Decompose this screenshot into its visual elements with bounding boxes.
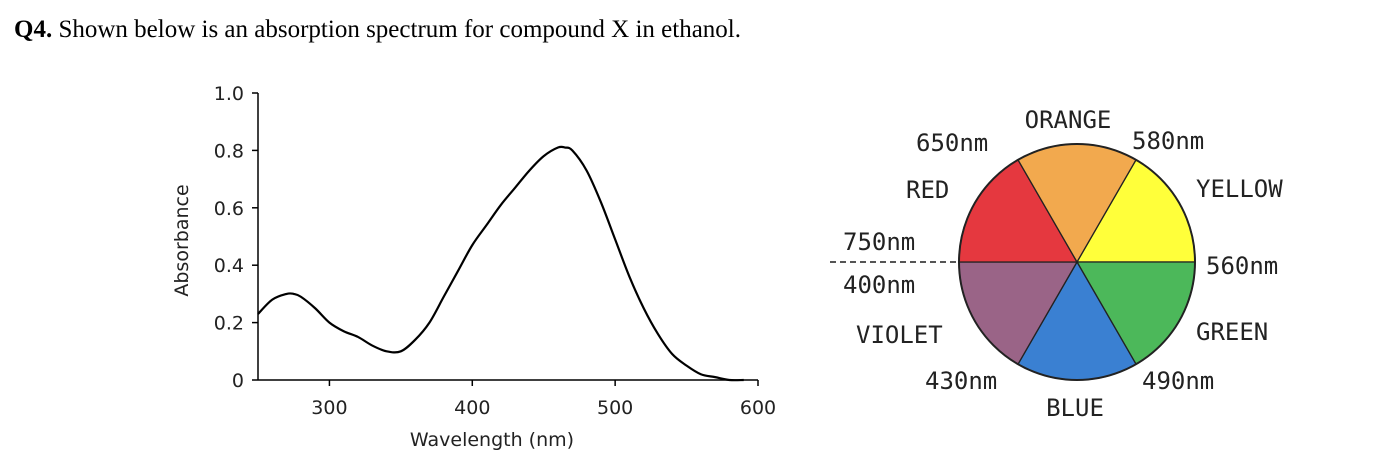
y-tick-label: 0.8 <box>214 140 244 162</box>
x-tick-label: 300 <box>311 397 347 419</box>
wheel-slice-green <box>1075 261 1196 366</box>
wavelength-label: 490nm <box>1142 367 1214 395</box>
y-axis-title: Absorbance <box>171 184 193 296</box>
y-tick-label: 0.4 <box>214 255 244 277</box>
y-tick-label: 0.6 <box>214 198 244 220</box>
color-label-blue: BLUE <box>1046 394 1104 422</box>
wheel-slice-orange <box>1017 143 1137 264</box>
wheel-slice-red <box>958 158 1079 263</box>
wavelength-label: 750nm <box>843 228 915 256</box>
wheel-outline <box>958 143 1196 381</box>
wheel-slice-yellow <box>1075 158 1196 263</box>
x-tick-label: 400 <box>454 397 490 419</box>
color-label-orange: ORANGE <box>1025 106 1112 134</box>
y-tick-label: 0.2 <box>214 313 244 335</box>
wheel-slice-violet <box>958 261 1079 366</box>
absorption-spectrum-chart: 0 0.2 0.4 0.6 0.8 1.0 300 400 500 600 Wavelength (… <box>171 83 776 451</box>
x-tick-label: 500 <box>597 397 633 419</box>
color-label-yellow: YELLOW <box>1196 175 1283 203</box>
wavelength-label: 400nm <box>843 271 915 299</box>
color-label-green: GREEN <box>1196 318 1268 346</box>
question-text: Q4. Shown below is an absorption spectru… <box>14 16 741 44</box>
wavelength-label: 430nm <box>925 367 997 395</box>
wavelength-label: 560nm <box>1206 252 1278 280</box>
wavelength-label: 580nm <box>1132 127 1204 155</box>
x-axis-title: Wavelength (nm) <box>410 429 574 451</box>
color-label-violet: VIOLET <box>856 321 943 349</box>
question-body: Shown below is an absorption spectrum fo… <box>58 16 741 43</box>
y-tick-label: 0 <box>232 370 244 392</box>
color-label-red: RED <box>906 176 949 204</box>
question-number: Q4. <box>14 16 53 43</box>
y-tick-label: 1.0 <box>214 83 244 105</box>
x-tick-label: 600 <box>740 397 776 419</box>
wheel-slice-blue <box>1017 260 1137 381</box>
wavelength-label: 650nm <box>916 129 988 157</box>
spectrum-line <box>257 145 744 382</box>
